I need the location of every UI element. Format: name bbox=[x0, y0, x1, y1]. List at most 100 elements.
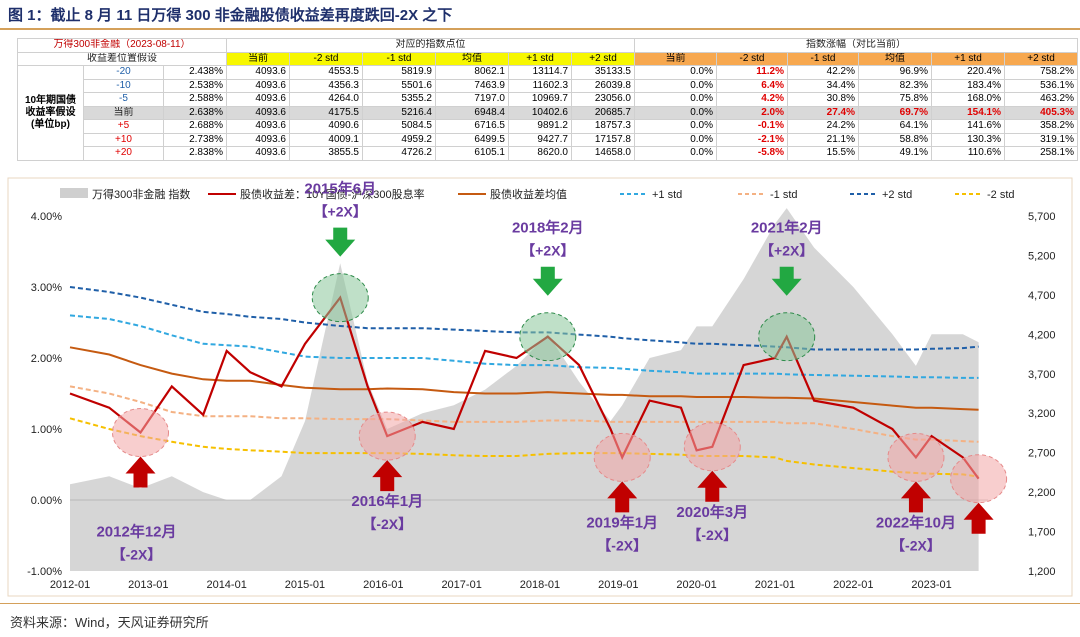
legend-label: -2 std bbox=[987, 189, 1015, 201]
points-cell: 4093.6 bbox=[226, 92, 290, 107]
series-mean bbox=[69, 346, 979, 411]
spread-chart: -1.00% 0.00% 1.00% 2.00% 3.00% 4.00% 1,200 1,70… bbox=[7, 177, 1073, 597]
legend-label: +2 std bbox=[882, 189, 912, 201]
x-tick-label: 2020-01 bbox=[676, 579, 716, 591]
change-cell: 15.5% bbox=[787, 146, 859, 161]
points-cell: 6499.5 bbox=[435, 132, 509, 147]
points-cell: 4093.6 bbox=[226, 65, 290, 80]
y-right-tick-label: 5,200 bbox=[1028, 250, 1056, 262]
x-tick-label: 2019-01 bbox=[598, 579, 638, 591]
col-header-points-4: +1 std bbox=[508, 51, 572, 66]
points-cell: 3855.5 bbox=[289, 146, 363, 161]
change-cell: 130.3% bbox=[931, 132, 1005, 147]
points-cell: 13114.7 bbox=[508, 65, 572, 80]
table-title-cell: 万得300非金融（2023-08-11） bbox=[17, 38, 227, 53]
y-right-tick-label: 4,700 bbox=[1028, 290, 1056, 302]
points-cell: 6948.4 bbox=[435, 105, 509, 120]
annotation-tag: 【-2X】 bbox=[362, 516, 412, 532]
bp-cell: -5 bbox=[83, 92, 164, 107]
legend-swatch bbox=[60, 188, 88, 198]
change-cell: -5.8% bbox=[716, 146, 788, 161]
annotation-date: 2020年3月 bbox=[676, 503, 748, 521]
y-right-tick-label: 2,200 bbox=[1028, 487, 1056, 499]
x-tick-label: 2022-01 bbox=[833, 579, 873, 591]
points-cell: 14658.0 bbox=[571, 146, 635, 161]
col-header-change-0: 当前 bbox=[634, 51, 717, 66]
col-header-points-3: 均值 bbox=[435, 51, 509, 66]
arrow-up-icon bbox=[607, 481, 638, 513]
legend-label: 股债收益差：10Y国债-沪深300股息率 bbox=[240, 187, 425, 201]
change-cell: -2.1% bbox=[716, 132, 788, 147]
change-cell: 110.6% bbox=[931, 146, 1005, 161]
annotation-tag: 【-2X】 bbox=[112, 547, 162, 563]
bp-cell: -10 bbox=[83, 78, 164, 93]
arrow-down-icon bbox=[325, 227, 356, 257]
highlight-ellipse bbox=[887, 432, 945, 482]
legend-label: 股债收益差均值 bbox=[490, 187, 567, 201]
series-minus1-std bbox=[69, 385, 979, 443]
points-cell: 20685.7 bbox=[571, 105, 635, 120]
points-cell: 23056.0 bbox=[571, 92, 635, 107]
arrow-up-icon bbox=[372, 460, 403, 492]
change-cell: -0.1% bbox=[716, 119, 788, 134]
legend-label: +1 std bbox=[652, 189, 682, 201]
y-left-tick-label: 0.00% bbox=[31, 495, 62, 507]
yield-cell: 2.638% bbox=[163, 105, 227, 120]
change-cell: 154.1% bbox=[931, 105, 1005, 120]
points-cell: 10969.7 bbox=[508, 92, 572, 107]
points-cell: 6716.5 bbox=[435, 119, 509, 134]
y-right-tick-label: 3,200 bbox=[1028, 408, 1056, 420]
highlight-ellipse bbox=[311, 273, 369, 323]
change-cell: 258.1% bbox=[1004, 146, 1078, 161]
points-cell: 9427.7 bbox=[508, 132, 572, 147]
annotation-tag: 【+2X】 bbox=[760, 243, 813, 259]
y-right-tick-label: 1,700 bbox=[1028, 527, 1056, 539]
change-cell: 0.0% bbox=[634, 65, 717, 80]
points-cell: 6105.1 bbox=[435, 146, 509, 161]
annotation-date: 2012年12月 bbox=[96, 523, 176, 541]
points-cell: 5501.6 bbox=[362, 78, 436, 93]
change-cell: 58.8% bbox=[858, 132, 932, 147]
points-cell: 5819.9 bbox=[362, 65, 436, 80]
change-cell: 96.9% bbox=[858, 65, 932, 80]
points-cell: 4175.5 bbox=[289, 105, 363, 120]
annotation-date: 2015年6月 bbox=[304, 180, 376, 198]
change-cell: 6.4% bbox=[716, 78, 788, 93]
highlight-ellipse bbox=[358, 411, 416, 461]
col-header-change-1: -2 std bbox=[716, 51, 788, 66]
change-cell: 0.0% bbox=[634, 105, 717, 120]
series-plus1-std bbox=[69, 314, 979, 379]
points-cell: 11602.3 bbox=[508, 78, 572, 93]
bp-cell: 当前 bbox=[83, 105, 164, 120]
x-tick-label: 2014-01 bbox=[206, 579, 246, 591]
change-cell: 2.0% bbox=[716, 105, 788, 120]
bp-cell: +10 bbox=[83, 132, 164, 147]
yield-cell: 2.538% bbox=[163, 78, 227, 93]
y-left-tick-label: 1.00% bbox=[31, 424, 62, 436]
table-row: 当前 2.638% 4093.6 4175.5 5216.4 6948.4 10402.6 2… bbox=[18, 105, 1078, 120]
source-note: 资料来源：Wind，天风证券研究所 bbox=[10, 615, 209, 630]
points-cell: 5355.2 bbox=[362, 92, 436, 107]
x-tick-label: 2016-01 bbox=[363, 579, 403, 591]
yield-cell: 2.438% bbox=[163, 65, 227, 80]
x-tick-label: 2017-01 bbox=[441, 579, 481, 591]
change-cell: 758.2% bbox=[1004, 65, 1078, 80]
group-header-change: 指数涨幅（对比当前） bbox=[634, 38, 1078, 53]
table-row: +10 2.738% 4093.6 4009.1 4959.2 6499.5 9427.7 1… bbox=[18, 132, 1078, 147]
x-tick-label: 2021-01 bbox=[755, 579, 795, 591]
x-tick-label: 2018-01 bbox=[520, 579, 560, 591]
points-cell: 4356.3 bbox=[289, 78, 363, 93]
legend-label: 万得300非金融 指数 bbox=[92, 187, 190, 201]
change-cell: 21.1% bbox=[787, 132, 859, 147]
col-header-change-2: -1 std bbox=[787, 51, 859, 66]
yield-cell: 2.688% bbox=[163, 119, 227, 134]
yield-cell: 2.588% bbox=[163, 92, 227, 107]
points-cell: 8620.0 bbox=[508, 146, 572, 161]
arrow-down-icon bbox=[532, 266, 563, 296]
y-left-tick-label: 3.00% bbox=[31, 282, 62, 294]
change-cell: 0.0% bbox=[634, 78, 717, 93]
arrow-up-icon bbox=[697, 470, 728, 502]
change-cell: 24.2% bbox=[787, 119, 859, 134]
title-rule bbox=[0, 28, 1080, 30]
change-cell: 0.0% bbox=[634, 92, 717, 107]
